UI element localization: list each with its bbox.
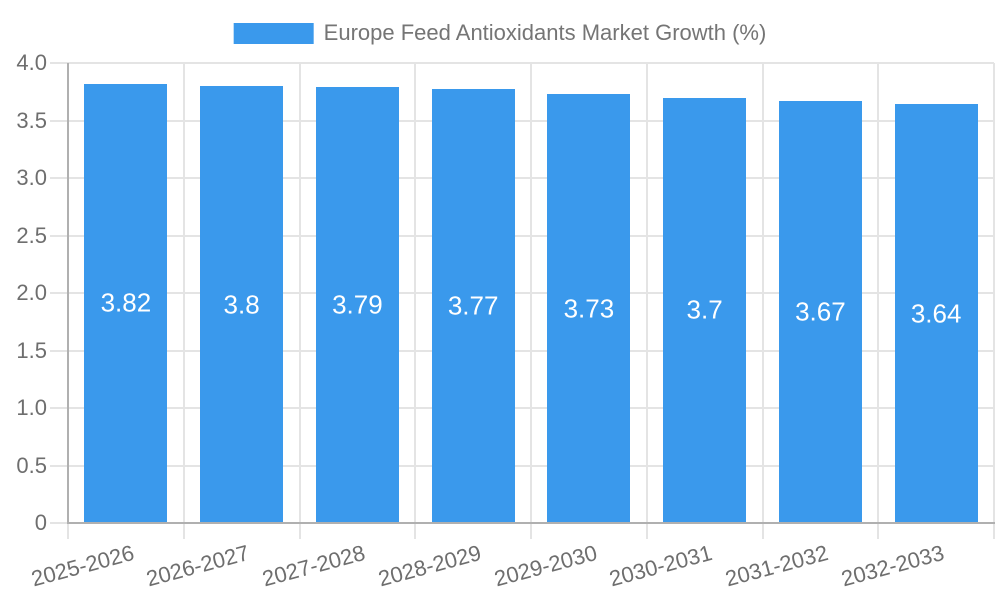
x-tick-label: 2027-2028 xyxy=(259,540,368,592)
y-tick-label: 1.5 xyxy=(16,337,47,363)
bar[interactable] xyxy=(663,97,747,523)
y-tick-label: 2.0 xyxy=(16,280,47,305)
bar-value-label: 3.8 xyxy=(223,289,260,319)
v-gridline xyxy=(530,63,532,539)
v-gridline xyxy=(877,63,880,539)
bar[interactable] xyxy=(894,104,978,523)
bar[interactable] xyxy=(431,89,515,523)
h-gridline xyxy=(50,349,994,352)
y-tick-label: 3.0 xyxy=(16,165,47,190)
bar-value-label: 3.7 xyxy=(686,294,723,325)
legend[interactable]: Europe Feed Antioxidants Market Growth (… xyxy=(233,20,767,46)
legend-label: Europe Feed Antioxidants Market Growth (… xyxy=(323,20,767,45)
h-gridline xyxy=(50,234,994,237)
y-tick-label: 2.5 xyxy=(16,222,47,248)
v-gridline xyxy=(645,63,648,539)
bar-value-label: 3.79 xyxy=(332,289,383,320)
bar-value-label: 3.64 xyxy=(910,298,962,329)
x-tick-label: 2031-2032 xyxy=(722,540,831,592)
y-tick-label: 3.5 xyxy=(16,107,47,133)
v-gridline xyxy=(761,63,764,539)
x-tick-label: 2030-2031 xyxy=(606,540,716,592)
v-gridline xyxy=(298,63,301,539)
h-gridline xyxy=(50,62,994,64)
x-axis-line xyxy=(67,522,995,524)
h-gridline xyxy=(50,464,994,467)
y-tick-label: 0.5 xyxy=(16,452,47,478)
h-gridline xyxy=(50,119,994,122)
bar[interactable] xyxy=(778,100,862,523)
v-gridline xyxy=(414,63,417,539)
y-tick-label: 1.0 xyxy=(16,395,47,420)
bar[interactable] xyxy=(84,83,168,523)
bar[interactable] xyxy=(200,86,284,523)
bar-value-label: 3.67 xyxy=(795,296,846,327)
v-gridline xyxy=(182,63,185,539)
bar-value-label: 3.77 xyxy=(447,290,499,321)
y-tick-label: 0 xyxy=(34,510,47,535)
h-gridline xyxy=(50,407,994,409)
y-tick-label: 4.0 xyxy=(16,50,47,75)
legend-swatch xyxy=(233,22,314,44)
x-tick-label: 2032-2033 xyxy=(838,540,947,592)
x-tick-label: 2025-2026 xyxy=(28,540,137,592)
bar[interactable] xyxy=(315,87,399,523)
x-tick-label: 2029-2030 xyxy=(491,540,600,592)
h-gridline xyxy=(50,292,994,294)
x-tick-label: 2026-2027 xyxy=(143,540,253,592)
bar-value-label: 3.82 xyxy=(100,287,152,318)
h-gridline xyxy=(50,177,994,179)
x-tick-label: 2028-2029 xyxy=(375,540,484,592)
bar[interactable] xyxy=(547,94,631,523)
y-axis-line xyxy=(67,63,69,523)
bar-value-label: 3.73 xyxy=(563,293,615,324)
v-gridline xyxy=(993,63,995,539)
